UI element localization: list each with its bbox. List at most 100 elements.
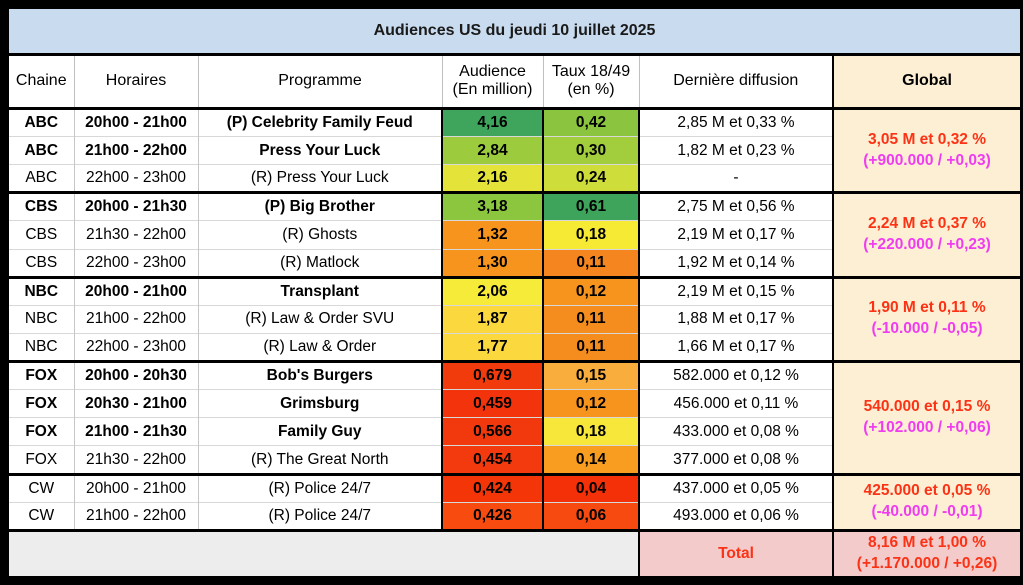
table-row: CBS 20h00 - 21h30 (P) Big Brother 3,18 0… (8, 191, 1022, 278)
horaires-cell: 20h30 - 21h00 (74, 389, 199, 418)
col-header-programme: Programme (198, 54, 443, 110)
programme-cell: (R) Law & Order (198, 332, 443, 362)
table-row: FOX 20h00 - 20h30 Bob's Burgers 0,679 0,… (8, 360, 1022, 475)
col-header-chaine: Chaine (8, 54, 75, 110)
taux-cell: 0,18 (543, 417, 640, 446)
table-row: CW 21h00 - 22h00 (R) Police 24/7 0,426 0… (8, 501, 1021, 531)
horaires-cell: 22h00 - 23h00 (74, 248, 199, 278)
taux-cell: 0,61 (543, 191, 640, 221)
chaine-cell: CBS (8, 248, 75, 278)
col-header-taux-line1: Taux 18/49 (551, 63, 631, 81)
global-line1: 540.000 et 0,15 % (863, 397, 991, 415)
title-row: Audiences US du jeudi 10 juillet 2025 (8, 8, 1022, 56)
horaires-cell: 21h00 - 21h30 (74, 417, 199, 446)
derniere-diffusion-cell: 1,92 M et 0,14 % (639, 248, 834, 278)
programme-cell: Press Your Luck (198, 136, 443, 165)
chaine-cell: NBC (8, 332, 75, 362)
audience-cell: 3,18 (442, 191, 544, 221)
table-row: ABC 20h00 - 21h00 (P) Celebrity Family F… (8, 106, 1022, 193)
table-row: ABC 22h00 - 23h00 (R) Press Your Luck 2,… (8, 164, 1021, 193)
programme-cell: (R) The Great North (198, 445, 443, 475)
derniere-diffusion-cell: 2,85 M et 0,33 % (639, 106, 834, 137)
audience-cell: 2,06 (442, 275, 544, 306)
chaine-cell: ABC (8, 136, 75, 165)
global-line2: (+900.000 / +0,03) (863, 151, 991, 169)
table-row: NBC 22h00 - 23h00 (R) Law & Order 1,77 0… (8, 332, 1021, 362)
col-header-horaires: Horaires (74, 54, 199, 110)
table-row: NBC 20h00 - 21h00 Transplant 2,06 0,12 2… (8, 275, 1022, 362)
chaine-cell: FOX (8, 445, 75, 475)
chaine-cell: CW (8, 501, 75, 531)
chaine-cell: ABC (8, 164, 75, 193)
col-header-audience-line1: Audience (459, 63, 526, 81)
derniere-diffusion-cell: 1,66 M et 0,17 % (639, 332, 834, 362)
global-cell-cbs: 2,24 M et 0,37 % (+220.000 / +0,23) (831, 191, 1022, 278)
total-global-cell: 8,16 M et 1,00 % (+1.170.000 / +0,26) (831, 528, 1022, 577)
horaires-cell: 21h00 - 22h00 (74, 136, 199, 165)
taux-cell: 0,15 (543, 360, 640, 390)
total-line1: 8,16 M et 1,00 % (867, 533, 987, 551)
global-cell-abc: 3,05 M et 0,32 % (+900.000 / +0,03) (831, 106, 1022, 193)
audience-cell: 0,459 (442, 389, 544, 418)
programme-cell: Family Guy (198, 417, 443, 446)
table-row: NBC 21h00 - 22h00 (R) Law & Order SVU 1,… (8, 304, 1021, 334)
taux-cell: 0,14 (543, 445, 640, 475)
table-row: ABC 21h00 - 22h00 Press Your Luck 2,84 0… (8, 136, 1021, 165)
derniere-diffusion-cell: 1,82 M et 0,23 % (639, 136, 834, 165)
derniere-diffusion-cell: 377.000 et 0,08 % (639, 445, 834, 475)
programme-cell: Bob's Burgers (198, 360, 443, 390)
programme-cell: (P) Big Brother (198, 191, 443, 221)
taux-cell: 0,30 (543, 136, 640, 165)
col-header-audience: Audience (En million) (442, 54, 544, 110)
chaine-cell: CBS (8, 220, 75, 250)
derniere-diffusion-cell: 433.000 et 0,08 % (639, 417, 834, 446)
horaires-cell: 21h30 - 22h00 (74, 220, 199, 250)
derniere-diffusion-cell: 2,19 M et 0,15 % (639, 275, 834, 306)
taux-cell: 0,12 (543, 389, 640, 418)
audience-cell: 0,424 (442, 472, 544, 503)
derniere-diffusion-cell: 437.000 et 0,05 % (639, 472, 834, 503)
audience-cell: 2,84 (442, 136, 544, 165)
derniere-diffusion-cell: 456.000 et 0,11 % (639, 389, 834, 418)
programme-cell: (R) Police 24/7 (198, 472, 443, 503)
audience-cell: 0,454 (442, 445, 544, 475)
table-row: FOX 20h30 - 21h00 Grimsburg 0,459 0,12 4… (8, 389, 1021, 418)
programme-cell: (R) Police 24/7 (198, 501, 443, 531)
chaine-cell: FOX (8, 389, 75, 418)
programme-cell: (P) Celebrity Family Feud (198, 106, 443, 137)
audience-cell: 0,426 (442, 501, 544, 531)
horaires-cell: 20h00 - 21h30 (74, 191, 199, 221)
table-row: CBS 21h30 - 22h00 (R) Ghosts 1,32 0,18 2… (8, 220, 1021, 250)
taux-cell: 0,18 (543, 220, 640, 250)
audiences-table: Audiences US du jeudi 10 juillet 2025 Ch… (7, 7, 1023, 578)
programme-cell: (R) Matlock (198, 248, 443, 278)
derniere-diffusion-cell: 2,75 M et 0,56 % (639, 191, 834, 221)
audience-cell: 1,77 (442, 332, 544, 362)
horaires-cell: 22h00 - 23h00 (74, 332, 199, 362)
programme-cell: Grimsburg (198, 389, 443, 418)
chaine-cell: FOX (8, 417, 75, 446)
total-label: Total (639, 528, 833, 577)
global-cell-cw: 425.000 et 0,05 % (-40.000 / -0,01) (831, 472, 1022, 531)
horaires-cell: 21h00 - 22h00 (74, 304, 199, 334)
chaine-cell: ABC (8, 106, 75, 137)
global-line1: 1,90 M et 0,11 % (868, 299, 986, 317)
horaires-cell: 22h00 - 23h00 (74, 164, 199, 193)
taux-cell: 0,12 (543, 275, 640, 306)
taux-cell: 0,24 (543, 164, 640, 193)
programme-cell: (R) Law & Order SVU (198, 304, 443, 334)
audience-cell: 4,16 (442, 106, 544, 137)
audience-cell: 1,87 (442, 304, 544, 334)
taux-cell: 0,06 (543, 501, 640, 531)
page-title: Audiences US du jeudi 10 juillet 2025 (8, 8, 1022, 56)
audience-cell: 0,566 (442, 417, 544, 446)
col-header-global: Global (831, 54, 1022, 110)
table-row: FOX 21h30 - 22h00 (R) The Great North 0,… (8, 445, 1021, 475)
derniere-diffusion-cell: 1,88 M et 0,17 % (639, 304, 834, 334)
col-header-taux-line2: (en %) (567, 81, 615, 99)
taux-cell: 0,11 (543, 332, 640, 362)
col-header-audience-line2: (En million) (452, 81, 533, 99)
global-line2: (+102.000 / +0,06) (863, 418, 991, 436)
table-row: FOX 21h00 - 21h30 Family Guy 0,566 0,18 … (8, 417, 1021, 446)
